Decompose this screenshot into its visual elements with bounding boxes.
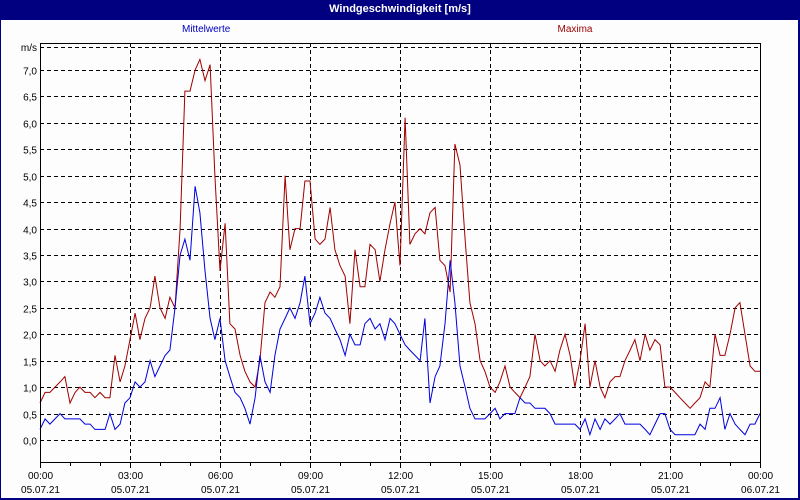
x-tick-date: 05.07.21	[111, 485, 150, 496]
y-tick-label: 2,5	[23, 305, 37, 316]
x-tick-time: 18:00	[568, 471, 593, 482]
plot-frame	[40, 43, 761, 463]
y-tick-label: 0,5	[23, 411, 37, 422]
x-tick-date: 05.07.21	[471, 485, 510, 496]
x-tick-time: 00:00	[748, 471, 773, 482]
x-tick-date: 05.07.21	[561, 485, 600, 496]
chart-client-area: Mittelwerte Maxima 0,0 0,5 1,0 1,5 2,0 2,5 3,0…	[1, 20, 798, 498]
y-tick-label: 4,0	[23, 226, 37, 237]
x-tick-date: 05.07.21	[21, 485, 60, 496]
x-tick-date: 05.07.21	[651, 485, 690, 496]
y-tick-label: 4,5	[23, 199, 37, 210]
x-tick-time: 15:00	[478, 471, 503, 482]
x-tick-date: 05.07.21	[201, 485, 240, 496]
y-tick-label: 7,0	[23, 67, 37, 78]
y-tick-label: 1,5	[23, 358, 37, 369]
legend-mittelwerte: Mittelwerte	[182, 24, 231, 35]
grid-lines	[40, 43, 760, 462]
y-unit-label: m/s	[21, 43, 37, 54]
x-tick-time: 09:00	[298, 471, 323, 482]
x-tick-time: 06:00	[208, 471, 233, 482]
line-chart: 0,0 0,5 1,0 1,5 2,0 2,5 3,0 3,5 4,0 4,5 5,0 5,5 6,0 6…	[21, 43, 780, 496]
series-mittelwerte-line	[39, 186, 761, 437]
y-tick-label: 3,5	[23, 252, 37, 263]
y-tick-label: 0,0	[23, 437, 37, 448]
x-tick-time: 12:00	[388, 471, 413, 482]
y-axis: 0,0 0,5 1,0 1,5 2,0 2,5 3,0 3,5 4,0 4,5 5,0 5,5 6,0 6…	[21, 43, 38, 448]
x-tick-date: 05.07.21	[291, 485, 330, 496]
window-title: Windgeschwindigkeit [m/s]	[329, 3, 471, 15]
x-tick-time: 21:00	[658, 471, 683, 482]
x-tick-date: 06.07.21	[741, 485, 780, 496]
y-tick-label: 2,0	[23, 331, 37, 342]
y-tick-label: 3,0	[23, 278, 37, 289]
y-tick-label: 5,0	[23, 173, 37, 184]
x-tick-date: 05.07.21	[381, 485, 420, 496]
y-tick-label: 6,0	[23, 120, 37, 131]
x-axis: 00:00 05.07.21 03:00 05.07.21 06:00 05.07.21 0…	[21, 462, 780, 496]
y-tick-label: 5,5	[23, 146, 37, 157]
y-tick-label: 6,5	[23, 93, 37, 104]
x-tick-time: 03:00	[118, 471, 143, 482]
y-tick-label: 1,0	[23, 384, 37, 395]
legend-maxima: Maxima	[557, 24, 593, 35]
x-tick-time: 00:00	[28, 471, 53, 482]
series-maxima-line	[39, 57, 760, 410]
